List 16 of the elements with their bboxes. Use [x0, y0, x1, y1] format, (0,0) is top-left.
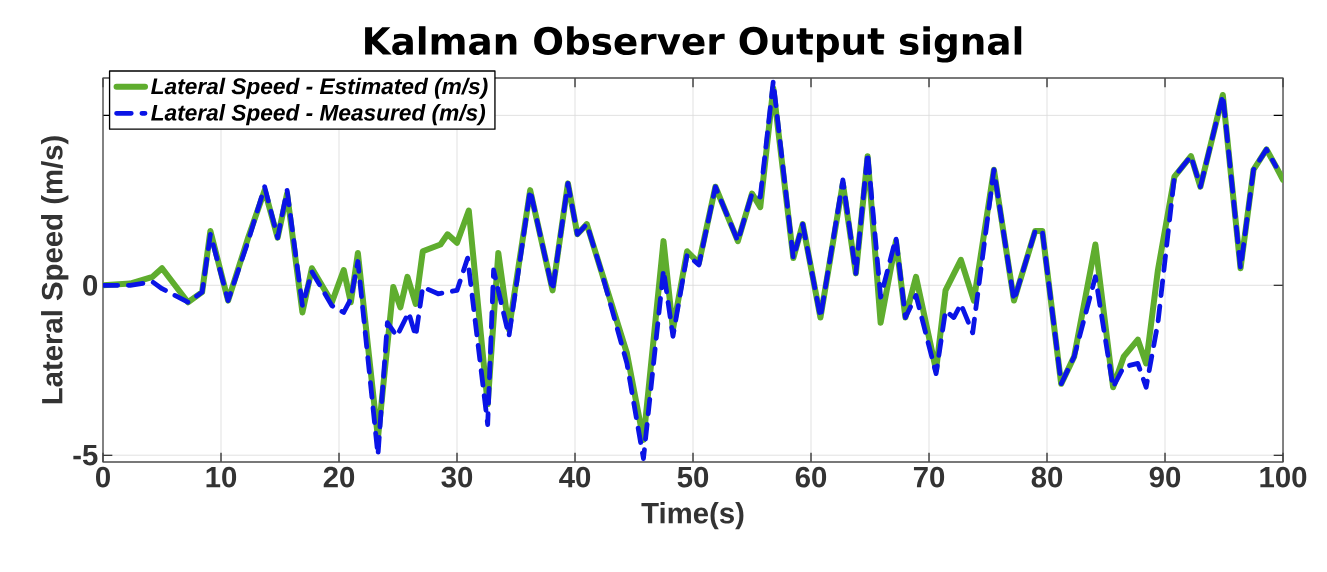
chart-title: Kalman Observer Output signal: [365, 26, 1022, 63]
x-tick-label: 10: [206, 466, 237, 488]
x-tick-label: 20: [323, 466, 355, 488]
x-tick-label: 70: [913, 466, 945, 488]
x-tick-label: 60: [795, 466, 827, 488]
legend-label: Lateral Speed - Measured (m/s): [151, 104, 486, 126]
x-tick-label: 100: [1260, 466, 1307, 488]
x-tick-label: 30: [441, 466, 473, 488]
x-axis-title: Time(s): [641, 502, 744, 530]
y-tick-label: -5: [73, 444, 98, 466]
x-tick-label: 40: [559, 466, 591, 488]
x-tick-label: 80: [1031, 466, 1063, 488]
y-axis-title: Lateral Speed (m/s): [41, 136, 69, 404]
x-tick-label: 90: [1149, 466, 1181, 488]
legend-label: Lateral Speed - Estimated (m/s): [151, 77, 488, 99]
x-tick-label: 50: [677, 466, 709, 488]
